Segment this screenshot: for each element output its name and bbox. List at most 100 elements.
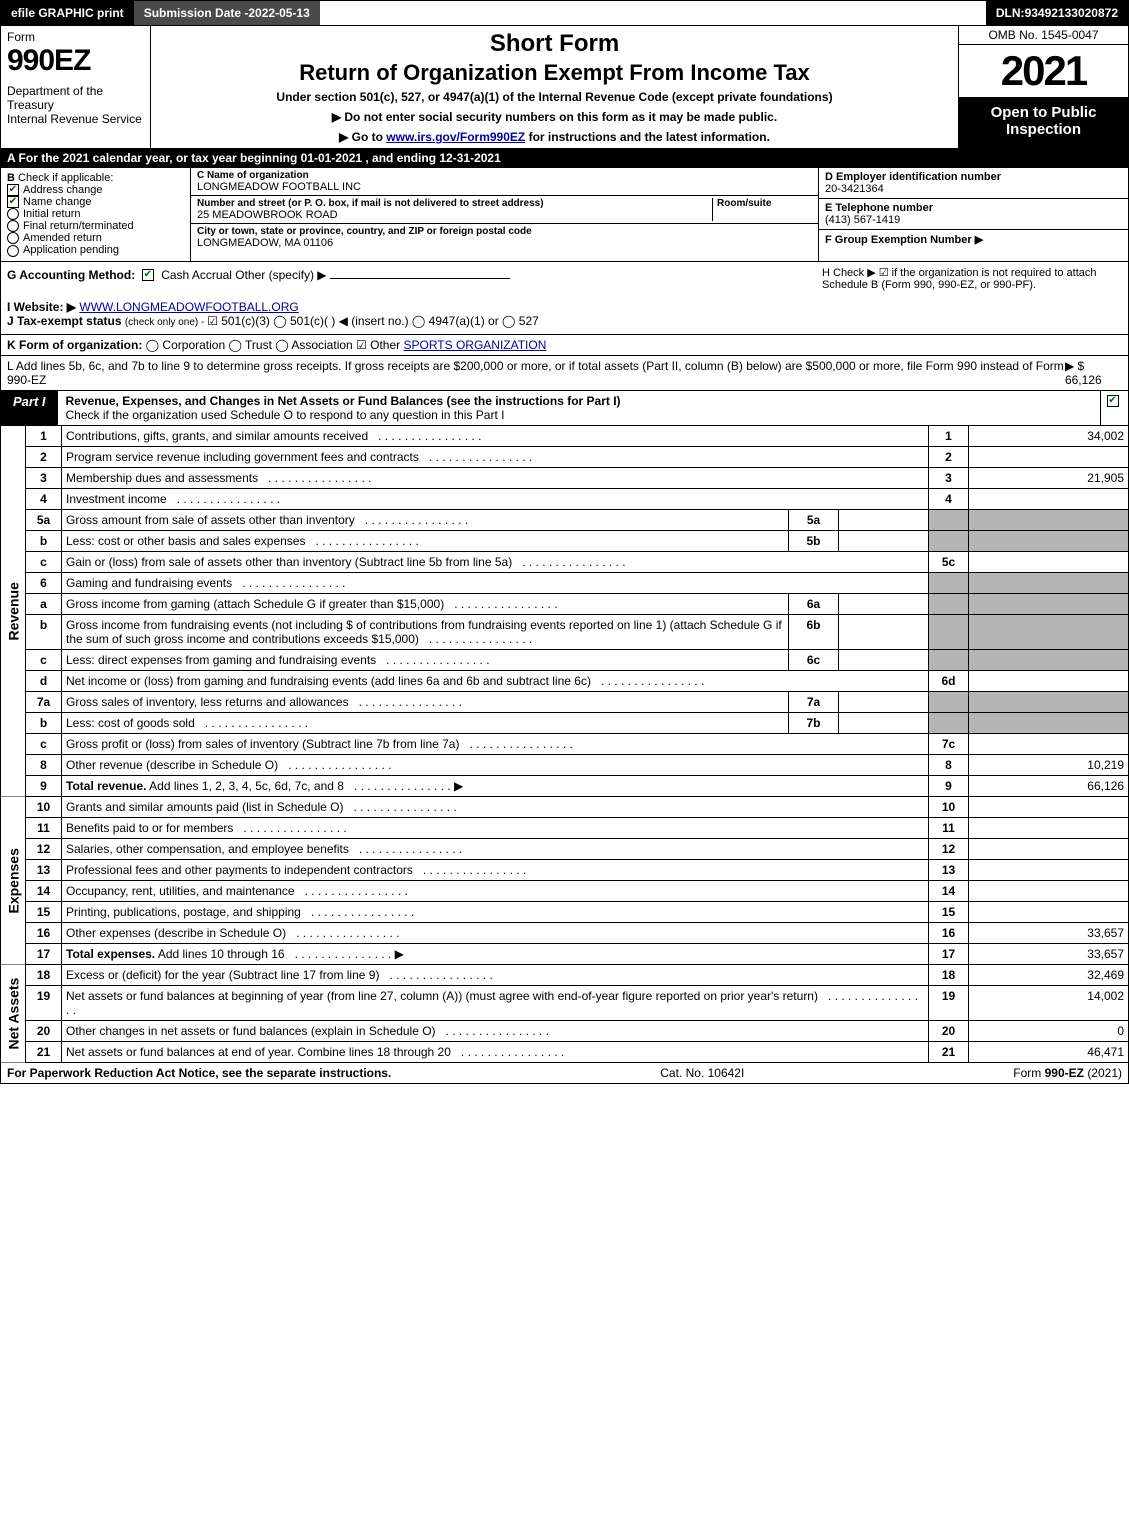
line-number: d: [26, 670, 62, 691]
line-desc: Professional fees and other payments to …: [62, 859, 929, 880]
line-row: 7aGross sales of inventory, less returns…: [1, 691, 1129, 712]
instr-goto: ▶ Go to www.irs.gov/Form990EZ for instru…: [159, 130, 950, 144]
website-link[interactable]: WWW.LONGMEADOWFOOTBALL.ORG: [79, 300, 298, 314]
efile-print[interactable]: efile GRAPHIC print: [1, 1, 134, 25]
line-number: a: [26, 593, 62, 614]
line-number: c: [26, 733, 62, 754]
form-number: 990EZ: [7, 44, 144, 78]
line-row: 16Other expenses (describe in Schedule O…: [1, 922, 1129, 943]
line-ref-number: 2: [929, 446, 969, 467]
k-other-value[interactable]: SPORTS ORGANIZATION: [403, 338, 546, 352]
line-number: 3: [26, 467, 62, 488]
c-street-row: Number and street (or P. O. box, if mail…: [191, 196, 818, 224]
b-sublabel: Check if applicable:: [18, 172, 113, 184]
c-room-label: Room/suite: [717, 198, 812, 209]
chk-initial-return-label: Initial return: [23, 208, 80, 220]
footer-right: Form 990-EZ (2021): [1013, 1066, 1122, 1080]
footer-left: For Paperwork Reduction Act Notice, see …: [7, 1066, 391, 1080]
line-desc: Gross profit or (loss) from sales of inv…: [62, 733, 929, 754]
line-number: 14: [26, 880, 62, 901]
line-ref-number: 14: [929, 880, 969, 901]
line-value-greyed: [969, 530, 1129, 551]
line-ref-number: 12: [929, 838, 969, 859]
footer-cat: Cat. No. 10642I: [391, 1066, 1013, 1080]
line-number: 16: [26, 922, 62, 943]
col-b-checkboxes: B Check if applicable: Address change Na…: [1, 168, 191, 261]
line-ref-number: 20: [929, 1020, 969, 1041]
f-label: F Group Exemption Number ▶: [825, 234, 983, 246]
line-ref-greyed: [929, 530, 969, 551]
line-row: 11Benefits paid to or for members . . . …: [1, 817, 1129, 838]
line-row: 21Net assets or fund balances at end of …: [1, 1041, 1129, 1062]
line-value: [969, 733, 1129, 754]
line-ref-number: 9: [929, 775, 969, 796]
line-number: 17: [26, 943, 62, 964]
line-ref-number: 1: [929, 426, 969, 447]
line-ref-number: 13: [929, 859, 969, 880]
chk-address-change[interactable]: Address change: [7, 184, 184, 196]
g-other-blank: [330, 278, 510, 279]
chk-amended-return[interactable]: Amended return: [7, 232, 184, 244]
line-number: 2: [26, 446, 62, 467]
line-value: 0: [969, 1020, 1129, 1041]
chk-name-change[interactable]: Name change: [7, 196, 184, 208]
line-number: 13: [26, 859, 62, 880]
line-number: 21: [26, 1041, 62, 1062]
chk-initial-return[interactable]: Initial return: [7, 208, 184, 220]
i-website: I Website: ▶ WWW.LONGMEADOWFOOTBALL.ORG: [7, 300, 1122, 314]
g-label: G Accounting Method:: [7, 268, 135, 282]
sub-line-value: [839, 614, 929, 649]
line-desc: Occupancy, rent, utilities, and maintena…: [62, 880, 929, 901]
sub-line-value: [839, 509, 929, 530]
line-row: bLess: cost of goods sold . . . . . . . …: [1, 712, 1129, 733]
line-value: 33,657: [969, 922, 1129, 943]
line-desc: Grants and similar amounts paid (list in…: [62, 797, 929, 818]
line-row: 3Membership dues and assessments . . . .…: [1, 467, 1129, 488]
line-row: 14Occupancy, rent, utilities, and mainte…: [1, 880, 1129, 901]
line-desc: Investment income . . . . . . . . . . . …: [62, 488, 929, 509]
part1-checkbox[interactable]: [1100, 391, 1128, 425]
block-bcdef: B Check if applicable: Address change Na…: [0, 168, 1129, 262]
chk-name-change-label: Name change: [23, 196, 92, 208]
line-row: Expenses10Grants and similar amounts pai…: [1, 797, 1129, 818]
line-value-greyed: [969, 572, 1129, 593]
line-number: 7a: [26, 691, 62, 712]
line-ref-greyed: [929, 509, 969, 530]
line-number: b: [26, 614, 62, 649]
line-row: Revenue1Contributions, gifts, grants, an…: [1, 426, 1129, 447]
line-ref-number: 5c: [929, 551, 969, 572]
line-number: 10: [26, 797, 62, 818]
line-number: b: [26, 530, 62, 551]
line-number: 1: [26, 426, 62, 447]
topbar-spacer: [320, 1, 986, 25]
sub-line-value: [839, 712, 929, 733]
chk-cash[interactable]: [142, 269, 154, 281]
col-c-org-info: C Name of organization LONGMEADOW FOOTBA…: [191, 168, 818, 261]
line-number: 9: [26, 775, 62, 796]
line-ref-number: 8: [929, 754, 969, 775]
sub-line-number: 6c: [789, 649, 839, 670]
line-number: 8: [26, 754, 62, 775]
line-desc: Gaming and fundraising events . . . . . …: [62, 572, 929, 593]
e-phone: E Telephone number (413) 567-1419: [819, 199, 1128, 230]
line-value: 14,002: [969, 985, 1129, 1020]
title-short-form: Short Form: [159, 30, 950, 58]
line-value-greyed: [969, 691, 1129, 712]
line-desc: Excess or (deficit) for the year (Subtra…: [62, 965, 929, 986]
line-ref-number: 11: [929, 817, 969, 838]
line-desc: Less: cost or other basis and sales expe…: [62, 530, 789, 551]
submission-date-value: 2022-05-13: [248, 6, 309, 20]
line-value: [969, 838, 1129, 859]
chk-final-return[interactable]: Final return/terminated: [7, 220, 184, 232]
irs-link[interactable]: www.irs.gov/Form990EZ: [386, 130, 525, 144]
sub-line-value: [839, 649, 929, 670]
chk-application-pending[interactable]: Application pending: [7, 244, 184, 256]
line-row: cGross profit or (loss) from sales of in…: [1, 733, 1129, 754]
line-value: [969, 797, 1129, 818]
line-ref-number: 6d: [929, 670, 969, 691]
line-row: 20Other changes in net assets or fund ba…: [1, 1020, 1129, 1041]
line-number: 20: [26, 1020, 62, 1041]
line-ref-greyed: [929, 572, 969, 593]
line-ref-greyed: [929, 593, 969, 614]
c-street-label: Number and street (or P. O. box, if mail…: [197, 198, 712, 209]
